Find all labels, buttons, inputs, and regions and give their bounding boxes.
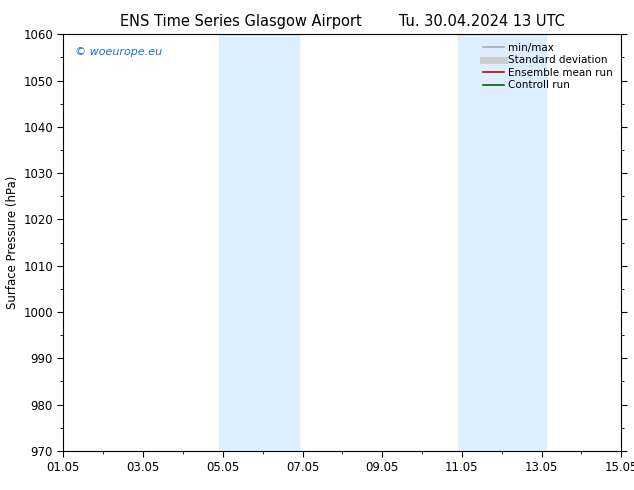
Y-axis label: Surface Pressure (hPa): Surface Pressure (hPa) bbox=[6, 176, 19, 309]
Title: ENS Time Series Glasgow Airport        Tu. 30.04.2024 13 UTC: ENS Time Series Glasgow Airport Tu. 30.0… bbox=[120, 14, 565, 29]
Legend: min/max, Standard deviation, Ensemble mean run, Controll run: min/max, Standard deviation, Ensemble me… bbox=[480, 40, 616, 94]
Bar bbox=[219, 34, 299, 451]
Text: © woeurope.eu: © woeurope.eu bbox=[75, 47, 162, 57]
Bar bbox=[458, 34, 546, 451]
